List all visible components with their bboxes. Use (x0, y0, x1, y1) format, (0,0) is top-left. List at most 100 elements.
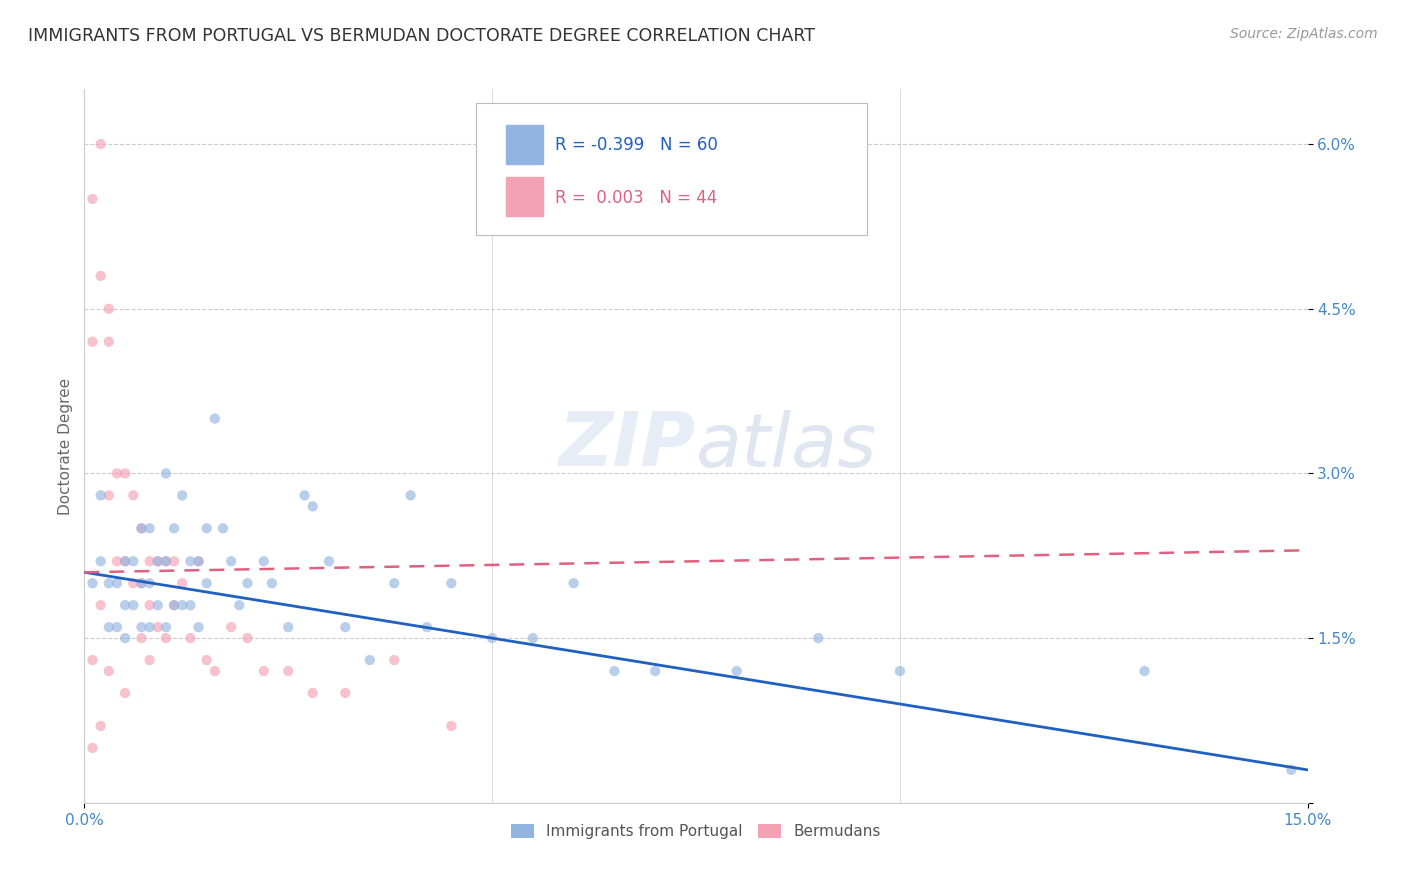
Point (187, 554, 209, 568)
Point (90, 598, 112, 612)
Point (163, 554, 186, 568)
Point (399, 488, 422, 502)
Point (172, 598, 194, 612)
Point (155, 467, 177, 481)
Text: ZIP: ZIP (558, 409, 696, 483)
Point (277, 664, 299, 678)
Point (90, 488, 112, 502)
Point (204, 411, 226, 425)
Point (131, 521, 153, 535)
Point (146, 620, 169, 634)
Point (155, 554, 177, 568)
Point (97, 664, 120, 678)
Point (889, 664, 911, 678)
Point (122, 488, 145, 502)
Point (522, 631, 544, 645)
Point (90, 554, 112, 568)
Point (301, 500, 323, 514)
Point (195, 653, 218, 667)
Point (335, 686, 357, 700)
Text: atlas: atlas (696, 410, 877, 482)
Point (131, 576, 153, 591)
Point (725, 664, 748, 678)
Point (155, 631, 177, 645)
Point (114, 598, 136, 612)
Y-axis label: Doctorate Degree: Doctorate Degree (58, 377, 73, 515)
Point (138, 521, 160, 535)
Point (219, 554, 242, 568)
Bar (506, 177, 543, 216)
Point (90, 137, 112, 152)
Point (562, 576, 585, 591)
Point (204, 664, 226, 678)
Point (122, 598, 145, 612)
Point (82, 653, 104, 667)
Point (253, 664, 276, 678)
Point (179, 598, 201, 612)
Point (294, 488, 316, 502)
Point (277, 620, 299, 634)
Point (131, 576, 153, 591)
Point (807, 631, 830, 645)
Point (163, 598, 186, 612)
Point (187, 554, 209, 568)
Point (82, 334, 104, 349)
Point (105, 467, 128, 481)
Point (644, 664, 666, 678)
Point (114, 554, 136, 568)
Point (146, 554, 169, 568)
Point (82, 192, 104, 206)
Point (195, 521, 218, 535)
Point (146, 554, 169, 568)
Point (416, 620, 439, 634)
Point (138, 653, 160, 667)
Point (1279, 763, 1302, 777)
Text: R = -0.399   N = 60: R = -0.399 N = 60 (555, 136, 718, 153)
Point (114, 554, 136, 568)
Point (131, 521, 153, 535)
Point (359, 653, 381, 667)
Point (122, 576, 145, 591)
Point (97, 620, 120, 634)
Point (228, 598, 250, 612)
Point (105, 576, 128, 591)
Point (382, 653, 405, 667)
Point (236, 576, 259, 591)
Point (114, 467, 136, 481)
Point (212, 521, 235, 535)
Point (440, 719, 463, 733)
Point (187, 620, 209, 634)
Point (172, 488, 194, 502)
Point (155, 620, 177, 634)
Point (253, 554, 276, 568)
Point (382, 576, 405, 591)
Point (138, 576, 160, 591)
Text: Source: ZipAtlas.com: Source: ZipAtlas.com (1230, 27, 1378, 41)
Point (318, 554, 340, 568)
Point (195, 576, 218, 591)
FancyBboxPatch shape (475, 103, 868, 235)
Point (105, 554, 128, 568)
Point (97, 576, 120, 591)
Point (90, 719, 112, 733)
Point (97, 488, 120, 502)
Legend: Immigrants from Portugal, Bermudans: Immigrants from Portugal, Bermudans (505, 818, 887, 845)
Point (138, 620, 160, 634)
Point (440, 576, 463, 591)
Point (179, 554, 201, 568)
Point (97, 334, 120, 349)
Bar (506, 125, 543, 164)
Point (114, 686, 136, 700)
Point (1133, 664, 1156, 678)
Point (219, 620, 242, 634)
Point (163, 598, 186, 612)
Point (82, 576, 104, 591)
Point (90, 268, 112, 283)
Point (481, 631, 503, 645)
Point (335, 620, 357, 634)
Point (131, 631, 153, 645)
Point (172, 576, 194, 591)
Point (105, 620, 128, 634)
Text: R =  0.003   N = 44: R = 0.003 N = 44 (555, 189, 717, 207)
Text: IMMIGRANTS FROM PORTUGAL VS BERMUDAN DOCTORATE DEGREE CORRELATION CHART: IMMIGRANTS FROM PORTUGAL VS BERMUDAN DOC… (28, 27, 815, 45)
